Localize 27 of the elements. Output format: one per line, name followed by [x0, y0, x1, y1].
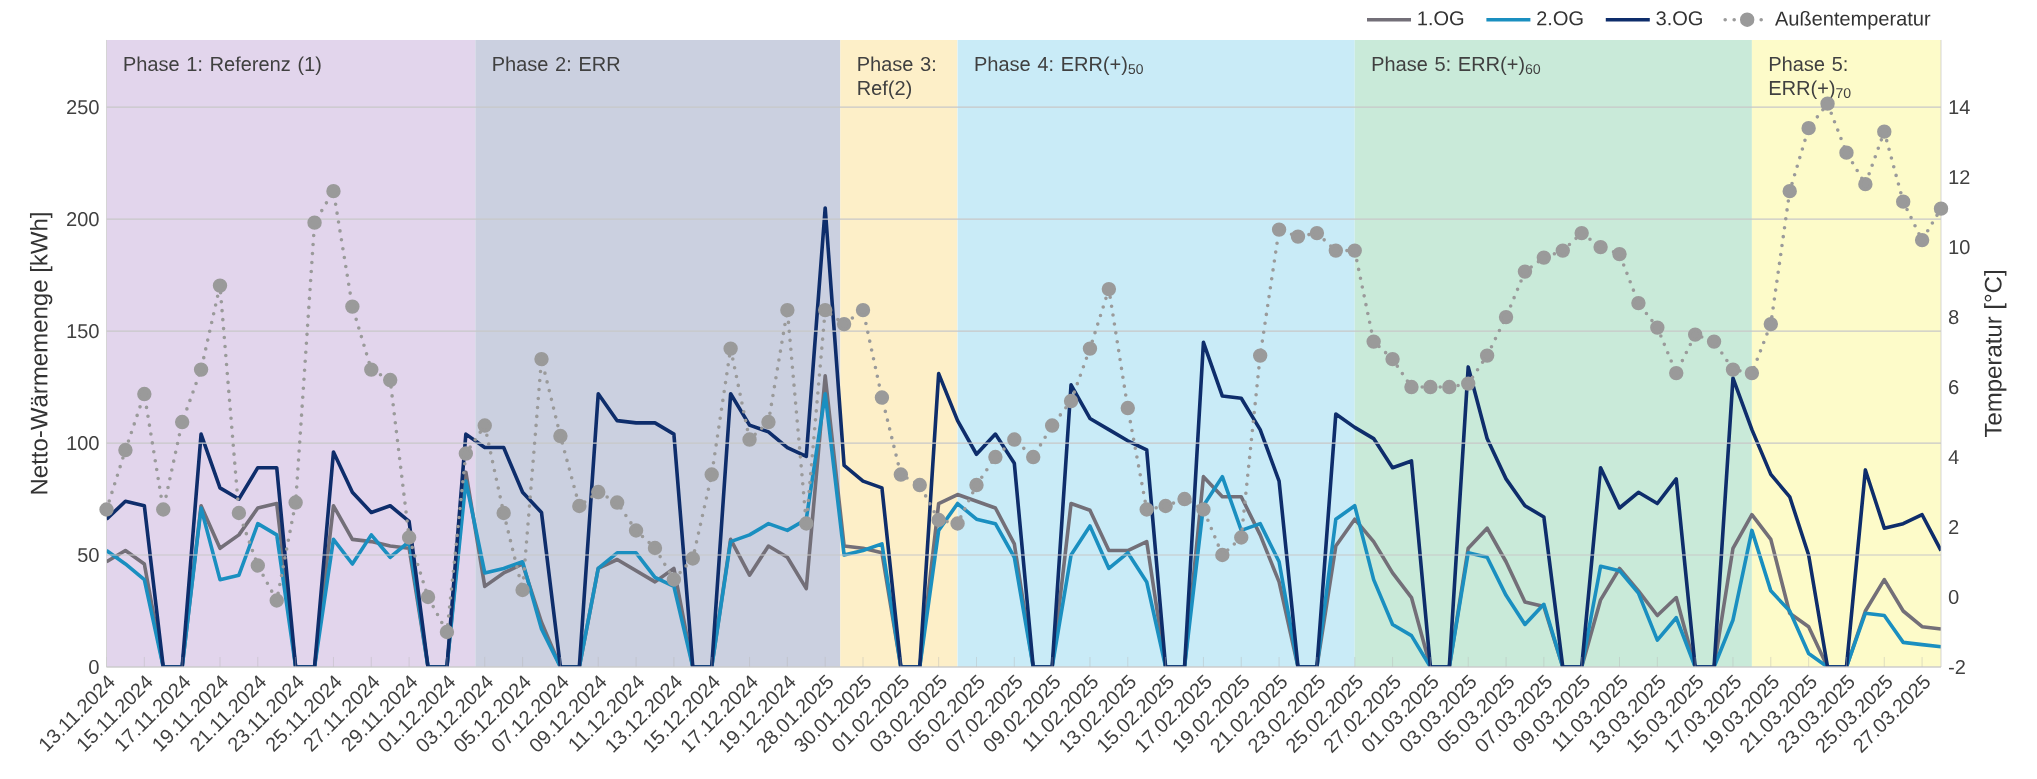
- y2-tick-label: 10: [1949, 240, 1970, 255]
- annotation: Phase 1: Referenz (1): [124, 56, 321, 76]
- legend-label: 1.OG: [1418, 11, 1464, 26]
- y2-tick-label: 4: [1948, 450, 1959, 464]
- annotation: Phase 5: ERR(+)$_{60}$: [1372, 56, 1541, 76]
- y-axis-title: Netto-Wärmemenge [kWh]: [29, 213, 53, 494]
- y2-axis-title: Temperatur [°C]: [1984, 271, 2007, 438]
- y2-tick-label: 8: [1948, 310, 1959, 325]
- legend-label: 3.OG: [1656, 11, 1702, 26]
- y-tick-label: 200: [67, 212, 99, 227]
- legend-label: 2.OG: [1537, 11, 1583, 26]
- y-tick-label: 0: [89, 659, 99, 675]
- y2-tick-label: -2: [1948, 660, 1965, 674]
- y-tick-label: 50: [78, 547, 99, 563]
- y2-tick-label: 14: [1949, 100, 1970, 115]
- annotation: Phase 2: ERR: [493, 56, 620, 72]
- annotation: Phase 4: ERR(+)$_{50}$: [975, 56, 1143, 76]
- y2-tick-label: 2: [1949, 520, 1959, 535]
- y2-tick-label: 6: [1949, 380, 1959, 395]
- y-tick-label: 150: [67, 324, 99, 339]
- y2-tick-label: 12: [1949, 170, 1970, 185]
- annotation: Phase 5: ERR(+)$_{70}$: [1769, 56, 1851, 100]
- legend-label: Außentemperatur: [1775, 10, 1931, 30]
- annotation: Phase 3: Ref(2): [858, 56, 935, 100]
- y2-tick-label: 0: [1948, 589, 1959, 605]
- y-tick-label: 250: [67, 100, 99, 115]
- y-tick-label: 100: [67, 435, 99, 451]
